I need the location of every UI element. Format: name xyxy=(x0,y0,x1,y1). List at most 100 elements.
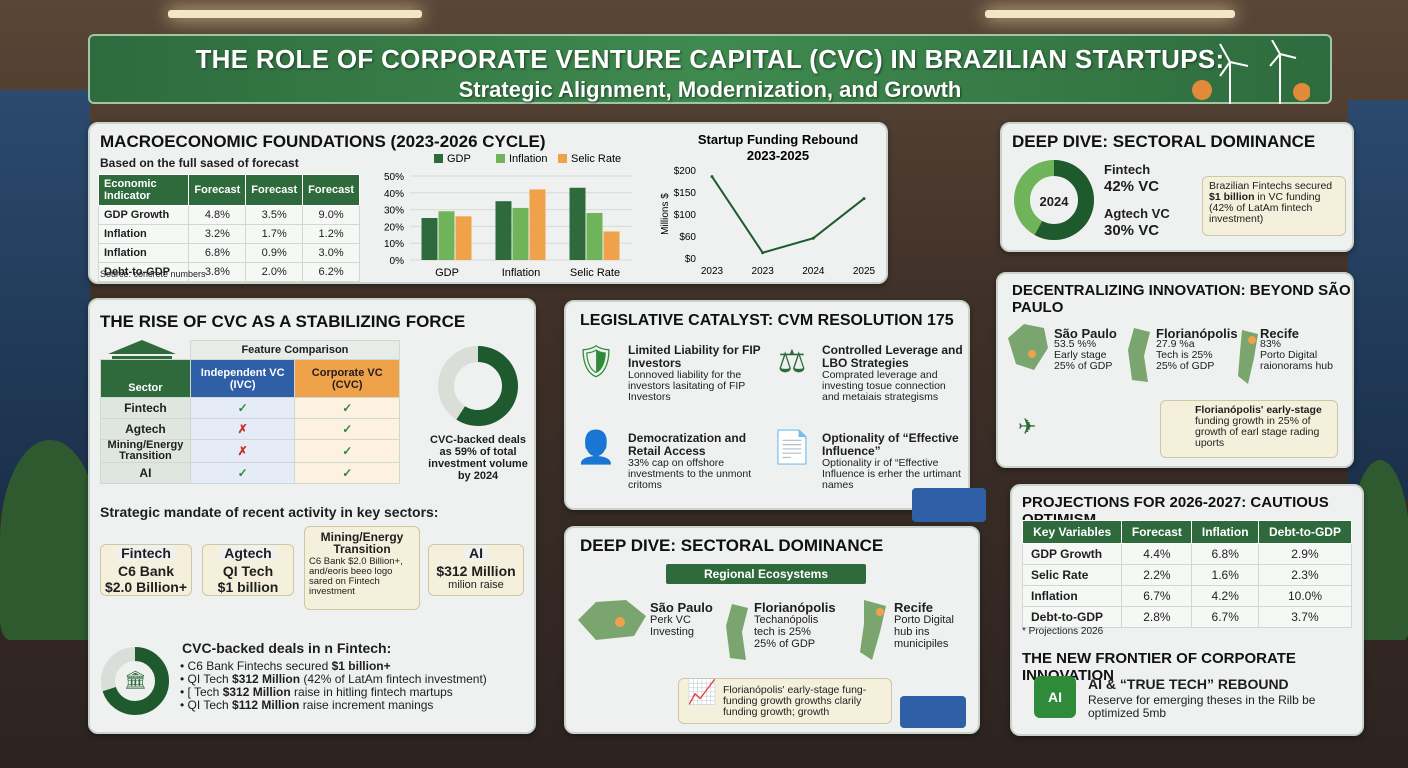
cell: Fintech xyxy=(100,397,191,419)
plant-left xyxy=(0,440,100,640)
macro-th: Economic Indicator xyxy=(97,174,190,206)
y-tick-label: $100 xyxy=(674,210,697,221)
table-row: Inflation 6.8% 0.9% 3.0% xyxy=(97,243,360,263)
proj-th: Inflation xyxy=(1191,520,1259,544)
florianopolis-map-icon xyxy=(726,604,748,660)
cvc-share-donut xyxy=(438,346,518,426)
table-row: Fintech ✓ ✓ xyxy=(100,397,400,419)
bank-icon-small: 🏛 xyxy=(124,670,147,690)
cell: 1.7% xyxy=(245,224,304,244)
growth-note: 📈 Florianópolis' early-stage fung- fundi… xyxy=(678,678,892,724)
sector-header: Sector xyxy=(100,359,191,398)
chart-title: 2023-2025 xyxy=(747,148,809,163)
x-tick-label: 2023 xyxy=(752,266,775,277)
donut-year: 2024 xyxy=(1039,194,1069,209)
cell: 6.2% xyxy=(302,262,360,282)
cell: AI xyxy=(100,462,191,484)
deep-dive-regional-card: DEEP DIVE: SECTORAL DOMINANCE Regional E… xyxy=(564,526,980,734)
donut-segment xyxy=(438,346,518,426)
florianopolis-map-icon xyxy=(1128,328,1150,382)
growth-chart-icon: 📈 xyxy=(687,679,717,706)
cell: Debt-to-GDP xyxy=(97,262,190,282)
frontier-title: THE NEW FRONTIER OF CORPORATE INNOVATION xyxy=(1022,650,1296,684)
y-tick-label: 50% xyxy=(384,172,404,183)
sao-paulo-map-icon xyxy=(1008,324,1048,370)
legend-label: Inflation xyxy=(509,153,548,165)
deals-title: CVC-backed deals in n Fintech: xyxy=(182,640,392,656)
data-point xyxy=(811,236,815,240)
ai-title: AI & “TRUE TECH” REBOUND xyxy=(1088,676,1289,692)
cell: 6.8% xyxy=(188,243,247,263)
table-row: Debt-to-GDP 3.8% 2.0% 6.2% xyxy=(97,262,360,282)
sector-card-title: Agtech xyxy=(220,545,276,561)
check-icon: ✓ xyxy=(294,418,400,440)
list-item: • QI Tech $112 Million raise increment m… xyxy=(180,698,434,712)
check-icon: ✓ xyxy=(189,397,296,419)
y-tick-label: 0% xyxy=(390,256,405,267)
series-line xyxy=(711,176,865,254)
bar xyxy=(438,211,455,260)
sector-card-line: C6 Bank $2.0 Billion+, and/eoris beeo lo… xyxy=(309,556,403,597)
check-icon: ✓ xyxy=(294,397,400,419)
legis-item: Controlled Leverage and LBO Strategies C… xyxy=(822,344,964,403)
rise-title: THE RISE OF CVC AS A STABILIZING FORCE xyxy=(100,312,466,331)
document-check-icon: 📄 xyxy=(772,429,812,465)
y-tick-label: $200 xyxy=(674,166,697,177)
sector-card-line: milion raise xyxy=(448,579,504,591)
proj-th: Debt-to-GDP xyxy=(1257,520,1353,544)
table-row: AI ✓ ✓ xyxy=(100,462,400,484)
donut-segment xyxy=(101,647,169,715)
legis-item-title: Limited Liability for FIP Investors xyxy=(628,343,761,370)
cross-icon: ✗ xyxy=(189,439,296,463)
legend-swatch xyxy=(558,154,567,163)
list-item: • C6 Bank Fintechs secured $1 billion+ xyxy=(180,659,391,673)
legis-item-desc: Comprated leverage and investing tosue c… xyxy=(822,369,946,403)
cell: 3.5% xyxy=(245,205,304,225)
mandate-heading: Strategic mandate of recent activity in … xyxy=(100,504,439,520)
legis-item: Optionality of “Effective Influence” Opt… xyxy=(822,432,964,491)
x-tick-label: Inflation xyxy=(502,267,541,279)
fintech-deals-donut xyxy=(101,647,169,715)
y-tick-label: 10% xyxy=(384,239,404,250)
ceiling-light-left xyxy=(168,10,422,18)
wind-turbines-icon xyxy=(1192,40,1310,104)
table-row: Debt-to-GDP 2.8% 6.7% 3.7% xyxy=(1021,606,1353,628)
legis-item-title: Democratization and Retail Access xyxy=(628,431,747,458)
recife-map-icon xyxy=(860,600,886,660)
macro-source: Source: concrete numbers xyxy=(100,269,206,279)
sao-paulo-map-icon xyxy=(578,600,646,640)
deep2-title: DEEP DIVE: SECTORAL DOMINANCE xyxy=(580,536,884,555)
table-row: Agtech ✗ ✓ xyxy=(100,418,400,440)
y-axis-label: Millions $ xyxy=(660,193,671,235)
sector-card-line: $312 Million xyxy=(436,563,516,579)
cell: 1.2% xyxy=(302,224,360,244)
macro-table: Economic Indicator Forecast Forecast For… xyxy=(97,174,360,282)
city-sao-paulo: São Paulo Perk VC Investing xyxy=(650,600,713,638)
legis-item-desc: 33% cap on offshore investments to the u… xyxy=(628,457,752,491)
legend-swatch xyxy=(434,154,443,163)
sector-card-title: Mining/Energy Transition xyxy=(320,530,404,556)
person-hand-icon: 👤 xyxy=(576,429,616,465)
legis-item-desc: Optionality ir of “Effective Influence i… xyxy=(822,457,961,491)
bar xyxy=(603,231,620,260)
sector-card-line: QI Tech xyxy=(222,563,274,579)
shield-hand-icon: 🛡 xyxy=(575,343,617,379)
rise-card: THE RISE OF CVC AS A STABILIZING FORCE F… xyxy=(88,298,536,734)
legis-item-title: Optionality of “Effective Influence” xyxy=(822,431,959,458)
cell: Agtech xyxy=(100,418,191,440)
cell: GDP Growth xyxy=(97,205,190,225)
y-tick-label: $0 xyxy=(685,254,697,265)
table-row: Mining/Energy Transition ✗ ✓ xyxy=(100,439,400,463)
proj-footnote: * Projections 2026 xyxy=(1022,626,1104,637)
feature-comparison-table: Feature Comparison Sector Independent VC… xyxy=(100,340,401,484)
check-icon: ✓ xyxy=(189,462,296,484)
y-tick-label: 40% xyxy=(384,189,404,200)
legis-title: LEGISLATIVE CATALYST: CVM RESOLUTION 175 xyxy=(580,312,954,329)
macro-card: MACROECONOMIC FOUNDATIONS (2023-2026 CYC… xyxy=(88,122,888,284)
data-point xyxy=(710,175,714,179)
main-title: THE ROLE OF CORPORATE VENTURE CAPITAL (C… xyxy=(195,44,1225,74)
legis-item-title: Controlled Leverage and LBO Strategies xyxy=(822,343,963,370)
macro-th: Forecast xyxy=(188,174,247,206)
deep-dive-card: DEEP DIVE: SECTORAL DOMINANCE 2024 Finte… xyxy=(1000,122,1354,252)
